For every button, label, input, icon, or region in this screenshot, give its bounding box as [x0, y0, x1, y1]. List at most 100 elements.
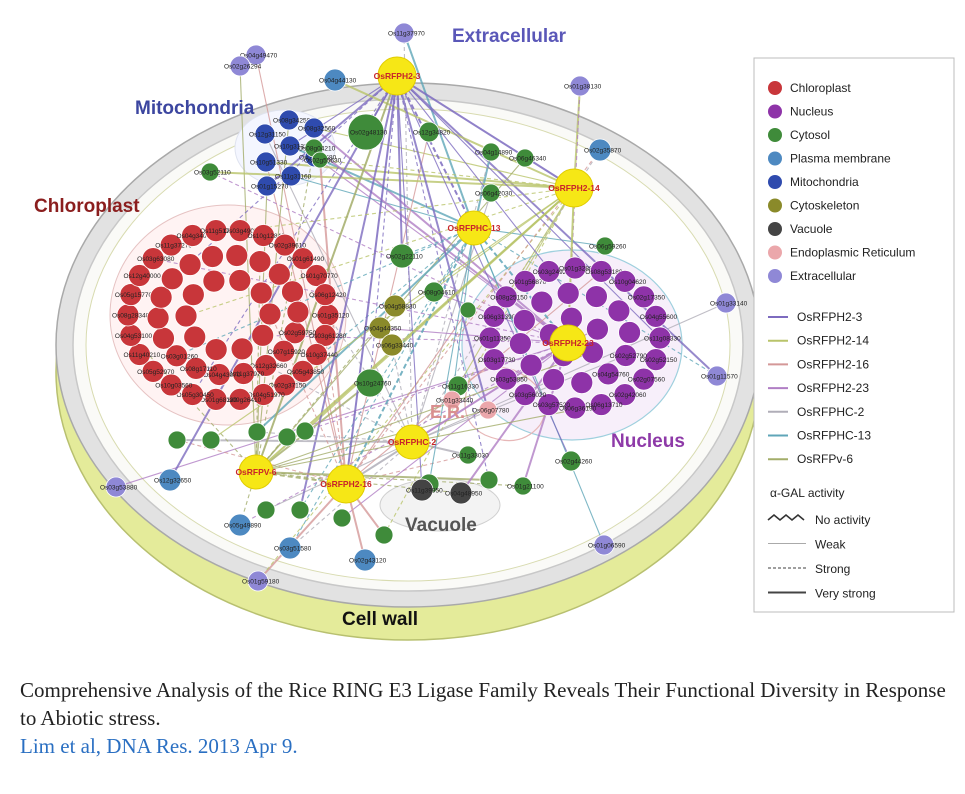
chloroplast-node[interactable] — [291, 359, 315, 383]
nucleus-node[interactable] — [596, 362, 620, 386]
cytosol-node[interactable] — [459, 301, 477, 319]
vacuole-node[interactable] — [449, 481, 473, 505]
chloroplast-node[interactable] — [305, 264, 328, 287]
nucleus-node[interactable] — [632, 285, 656, 309]
er-node[interactable] — [478, 400, 498, 420]
nucleus-node[interactable] — [542, 368, 565, 391]
cytosol-node[interactable] — [479, 470, 499, 490]
nucleus-node[interactable] — [632, 367, 656, 391]
chloroplast-node[interactable] — [181, 224, 204, 247]
chloroplast-node[interactable] — [128, 264, 151, 287]
nucleus-node[interactable] — [482, 348, 506, 372]
extracellular-node[interactable] — [393, 22, 415, 44]
nucleus-node[interactable] — [556, 281, 580, 305]
cytosol-node[interactable] — [355, 368, 385, 398]
cytosol-node[interactable] — [481, 142, 501, 162]
extracellular-node[interactable] — [706, 365, 728, 387]
plasma-membrane-node[interactable] — [588, 138, 612, 162]
chloroplast-node[interactable] — [273, 373, 297, 397]
chloroplast-node[interactable] — [254, 354, 278, 377]
chloroplast-node[interactable] — [146, 306, 170, 330]
nucleus-node[interactable] — [519, 353, 543, 377]
cytosol-node[interactable] — [332, 508, 352, 528]
nucleus-node[interactable] — [613, 269, 637, 293]
cytosol-node[interactable] — [295, 421, 315, 441]
chloroplast-node[interactable] — [248, 250, 272, 274]
chloroplast-node[interactable] — [232, 362, 255, 385]
nucleus-node[interactable] — [563, 396, 587, 420]
chloroplast-node[interactable] — [228, 387, 252, 411]
chloroplast-node[interactable] — [252, 224, 275, 247]
mitochondria-node[interactable] — [254, 123, 276, 145]
chloroplast-node[interactable] — [159, 373, 183, 397]
nucleus-node[interactable] — [494, 367, 518, 391]
cytosol-node[interactable] — [256, 500, 276, 520]
cytosol-node[interactable] — [389, 243, 415, 269]
mitochondria-node[interactable] — [255, 151, 277, 173]
nucleus-node[interactable] — [513, 383, 537, 407]
mitochondria-node[interactable] — [279, 135, 301, 157]
cytosol-node[interactable] — [418, 121, 440, 143]
nucleus-node[interactable] — [613, 383, 637, 407]
hub-node[interactable] — [238, 454, 274, 490]
cytosol-node[interactable] — [515, 148, 535, 168]
chloroplast-node[interactable] — [249, 281, 273, 305]
citation-link[interactable]: Lim et al, DNA Res. 2013 Apr 9. — [20, 734, 298, 758]
chloroplast-node[interactable] — [305, 343, 328, 366]
plasma-membrane-node[interactable] — [323, 68, 347, 92]
nucleus-node[interactable] — [586, 317, 609, 341]
vacuole-node[interactable] — [410, 478, 434, 502]
mitochondria-node[interactable] — [303, 117, 325, 139]
nucleus-node[interactable] — [589, 393, 613, 416]
nucleus-node[interactable] — [563, 256, 587, 280]
chloroplast-node[interactable] — [272, 339, 296, 363]
plasma-membrane-node[interactable] — [353, 548, 377, 572]
cytosol-node[interactable] — [595, 236, 615, 256]
nucleus-node[interactable] — [648, 326, 672, 350]
chloroplast-node[interactable] — [252, 383, 275, 406]
nucleus-node[interactable] — [509, 332, 532, 355]
extracellular-node[interactable] — [247, 570, 269, 592]
plasma-membrane-node[interactable] — [158, 468, 182, 492]
chloroplast-node[interactable] — [313, 283, 337, 307]
chloroplast-node[interactable] — [183, 325, 207, 349]
chloroplast-node[interactable] — [149, 285, 173, 309]
nucleus-node[interactable] — [644, 348, 668, 372]
chloroplast-node[interactable] — [160, 267, 184, 291]
chloroplast-node[interactable] — [207, 363, 231, 386]
chloroplast-node[interactable] — [281, 280, 304, 304]
nucleus-node[interactable] — [607, 299, 631, 323]
cytosol-node[interactable] — [423, 281, 445, 303]
cytosol-node[interactable] — [481, 183, 501, 203]
nucleus-node[interactable] — [530, 290, 554, 314]
nucleus-node[interactable] — [585, 285, 608, 308]
hub-node[interactable] — [549, 324, 587, 362]
cytosol-node[interactable] — [347, 113, 385, 151]
hub-node[interactable] — [554, 168, 594, 208]
chloroplast-node[interactable] — [178, 253, 202, 276]
nucleus-node[interactable] — [570, 371, 594, 395]
chloroplast-node[interactable] — [273, 233, 297, 257]
chloroplast-node[interactable] — [141, 247, 165, 271]
chloroplast-node[interactable] — [184, 356, 208, 380]
mitochondria-node[interactable] — [256, 175, 278, 197]
extracellular-node[interactable] — [593, 534, 615, 556]
cytosol-node[interactable] — [458, 445, 478, 465]
nucleus-node[interactable] — [537, 260, 561, 283]
cytosol-node[interactable] — [374, 525, 394, 545]
extracellular-node[interactable] — [245, 44, 267, 66]
extracellular-node[interactable] — [105, 476, 127, 498]
extracellular-node[interactable] — [569, 75, 591, 97]
cytoskeleton-node[interactable] — [368, 316, 392, 340]
chloroplast-node[interactable] — [128, 343, 151, 366]
er-node[interactable] — [442, 390, 462, 410]
nucleus-node[interactable] — [644, 304, 668, 328]
chloroplast-node[interactable] — [228, 219, 252, 243]
plasma-membrane-node[interactable] — [278, 536, 302, 560]
chloroplast-node[interactable] — [228, 269, 252, 292]
chloroplast-node[interactable] — [165, 344, 189, 368]
mitochondria-node[interactable] — [280, 165, 302, 187]
mitochondria-node[interactable] — [278, 109, 300, 131]
cytosol-node[interactable] — [247, 422, 267, 442]
nucleus-node[interactable] — [614, 344, 638, 367]
